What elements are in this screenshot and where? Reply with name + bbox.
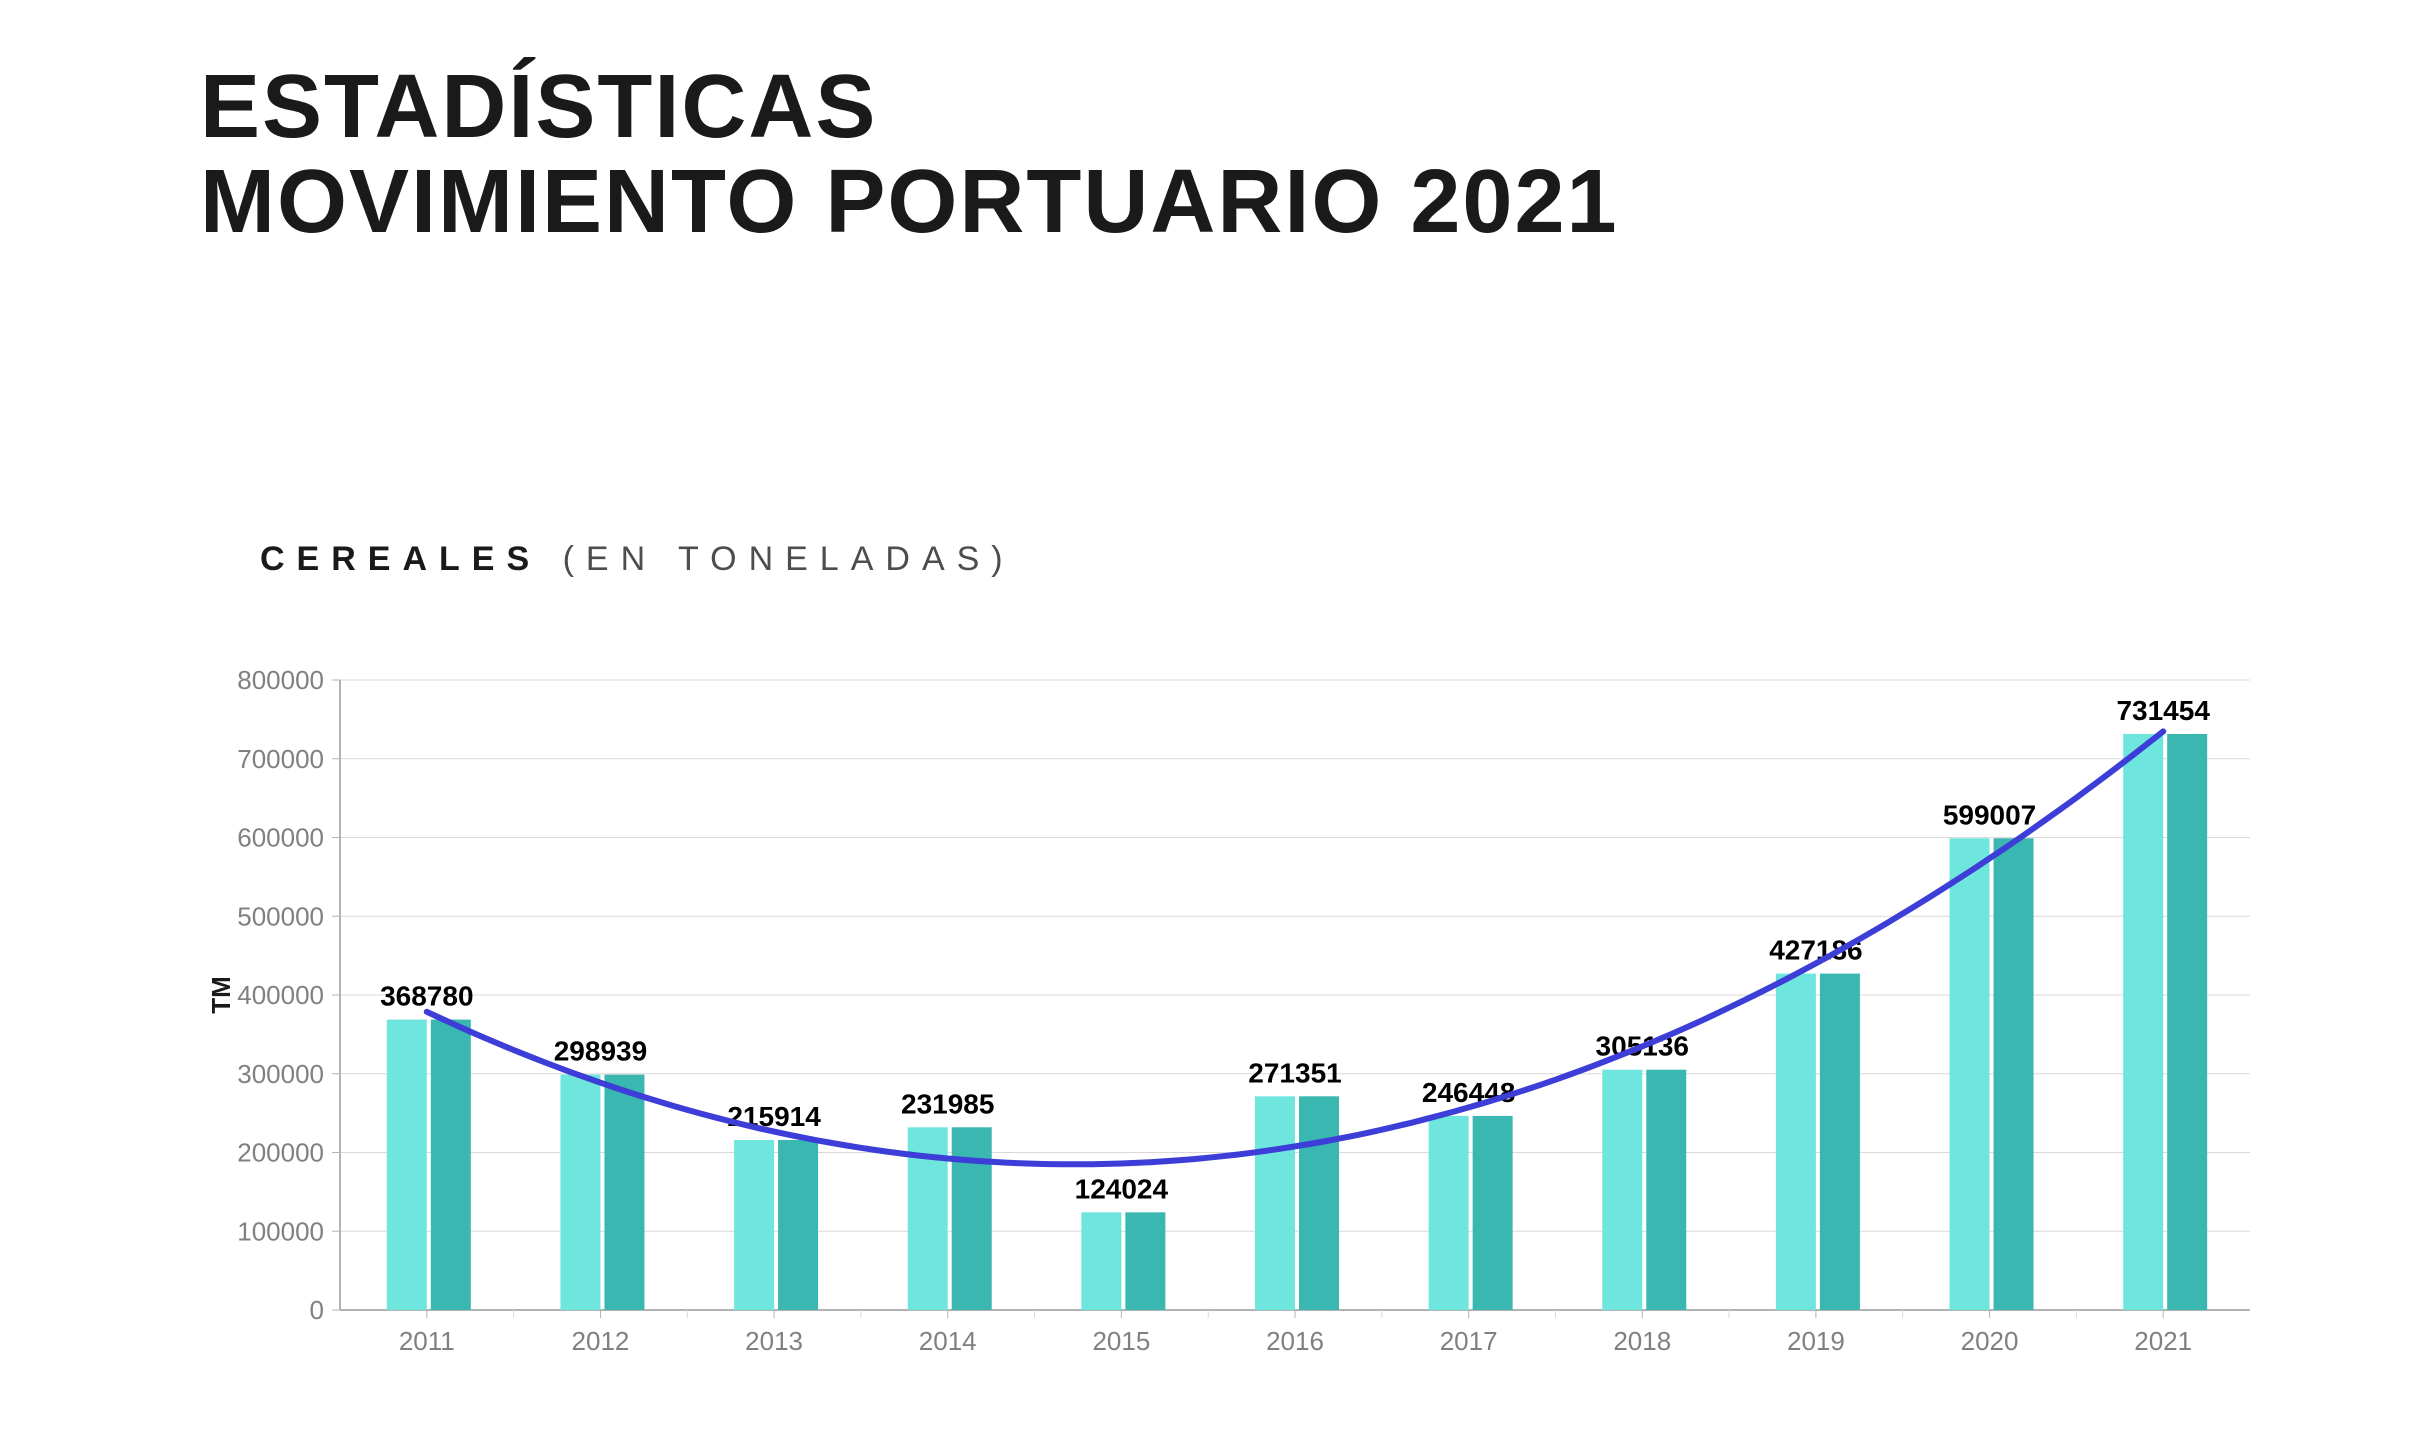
bar-light (1255, 1096, 1295, 1310)
bar-dark (1820, 974, 1860, 1310)
x-tick-label: 2011 (399, 1326, 455, 1356)
bar-light (387, 1020, 427, 1310)
bar-value-label: 599007 (1943, 799, 2036, 830)
bar-light (560, 1075, 600, 1310)
bar-value-label: 246448 (1422, 1077, 1515, 1108)
y-tick-label: 400000 (237, 980, 324, 1010)
bar-dark (952, 1127, 992, 1310)
bar-value-label: 298939 (554, 1036, 647, 1067)
bar-dark (1646, 1070, 1686, 1310)
x-tick-label: 2016 (1266, 1326, 1324, 1356)
page-title: ESTADÍSTICAS MOVIMIENTO PORTUARIO 2021 (200, 60, 1619, 249)
bar-value-label: 271351 (1248, 1057, 1341, 1088)
bar-value-label: 124024 (1075, 1173, 1169, 1204)
bar-value-label: 731454 (2116, 695, 2210, 726)
y-tick-label: 600000 (237, 823, 324, 853)
bar-dark (1125, 1212, 1165, 1310)
bar-value-label: 368780 (380, 981, 473, 1012)
y-tick-label: 300000 (237, 1059, 324, 1089)
x-tick-label: 2019 (1787, 1326, 1845, 1356)
chart-svg: 0 100000 200000 300000 400000 500000 600000 700… (180, 640, 2280, 1400)
bar-dark (778, 1140, 818, 1310)
bar-dark (1299, 1096, 1339, 1310)
x-tick-label: 2021 (2134, 1326, 2192, 1356)
bar-dark (604, 1075, 644, 1310)
x-tick-label: 2013 (745, 1326, 803, 1356)
bar-value-label: 231985 (901, 1088, 994, 1119)
bar-dark (1994, 838, 2034, 1310)
x-tick-label: 2018 (1613, 1326, 1671, 1356)
chart-subtitle: CEREALES (EN TONELADAS) (260, 540, 1015, 579)
x-tick-label: 2017 (1440, 1326, 1498, 1356)
bar-light (2123, 734, 2163, 1310)
cereales-chart: 0 100000 200000 300000 400000 500000 600000 700… (180, 640, 2280, 1400)
y-axis-label: TM (206, 976, 236, 1014)
title-line-2: MOVIMIENTO PORTUARIO 2021 (200, 155, 1619, 250)
bar-dark (2167, 734, 2207, 1310)
subtitle-light: (EN TONELADAS) (563, 540, 1015, 578)
x-tick-label: 2012 (572, 1326, 630, 1356)
x-tick-label: 2015 (1092, 1326, 1150, 1356)
y-tick-label: 500000 (237, 901, 324, 931)
x-tick-label: 2014 (919, 1326, 977, 1356)
bar-dark (1473, 1116, 1513, 1310)
subtitle-bold: CEREALES (260, 540, 541, 578)
x-tick-label: 2020 (1961, 1326, 2019, 1356)
y-tick-label: 800000 (237, 665, 324, 695)
y-tick-label: 700000 (237, 744, 324, 774)
y-tick-label: 200000 (237, 1138, 324, 1168)
bar-light (1602, 1070, 1642, 1310)
bar-light (734, 1140, 774, 1310)
bar-light (1950, 838, 1990, 1310)
bar-light (1429, 1116, 1469, 1310)
y-tick-label: 0 (310, 1295, 324, 1325)
y-tick-label: 100000 (237, 1216, 324, 1246)
bar-light (1776, 974, 1816, 1310)
bar-light (1081, 1212, 1121, 1310)
bar-value-label: 215914 (727, 1101, 821, 1132)
bar-dark (431, 1020, 471, 1310)
title-line-1: ESTADÍSTICAS (200, 60, 1619, 155)
